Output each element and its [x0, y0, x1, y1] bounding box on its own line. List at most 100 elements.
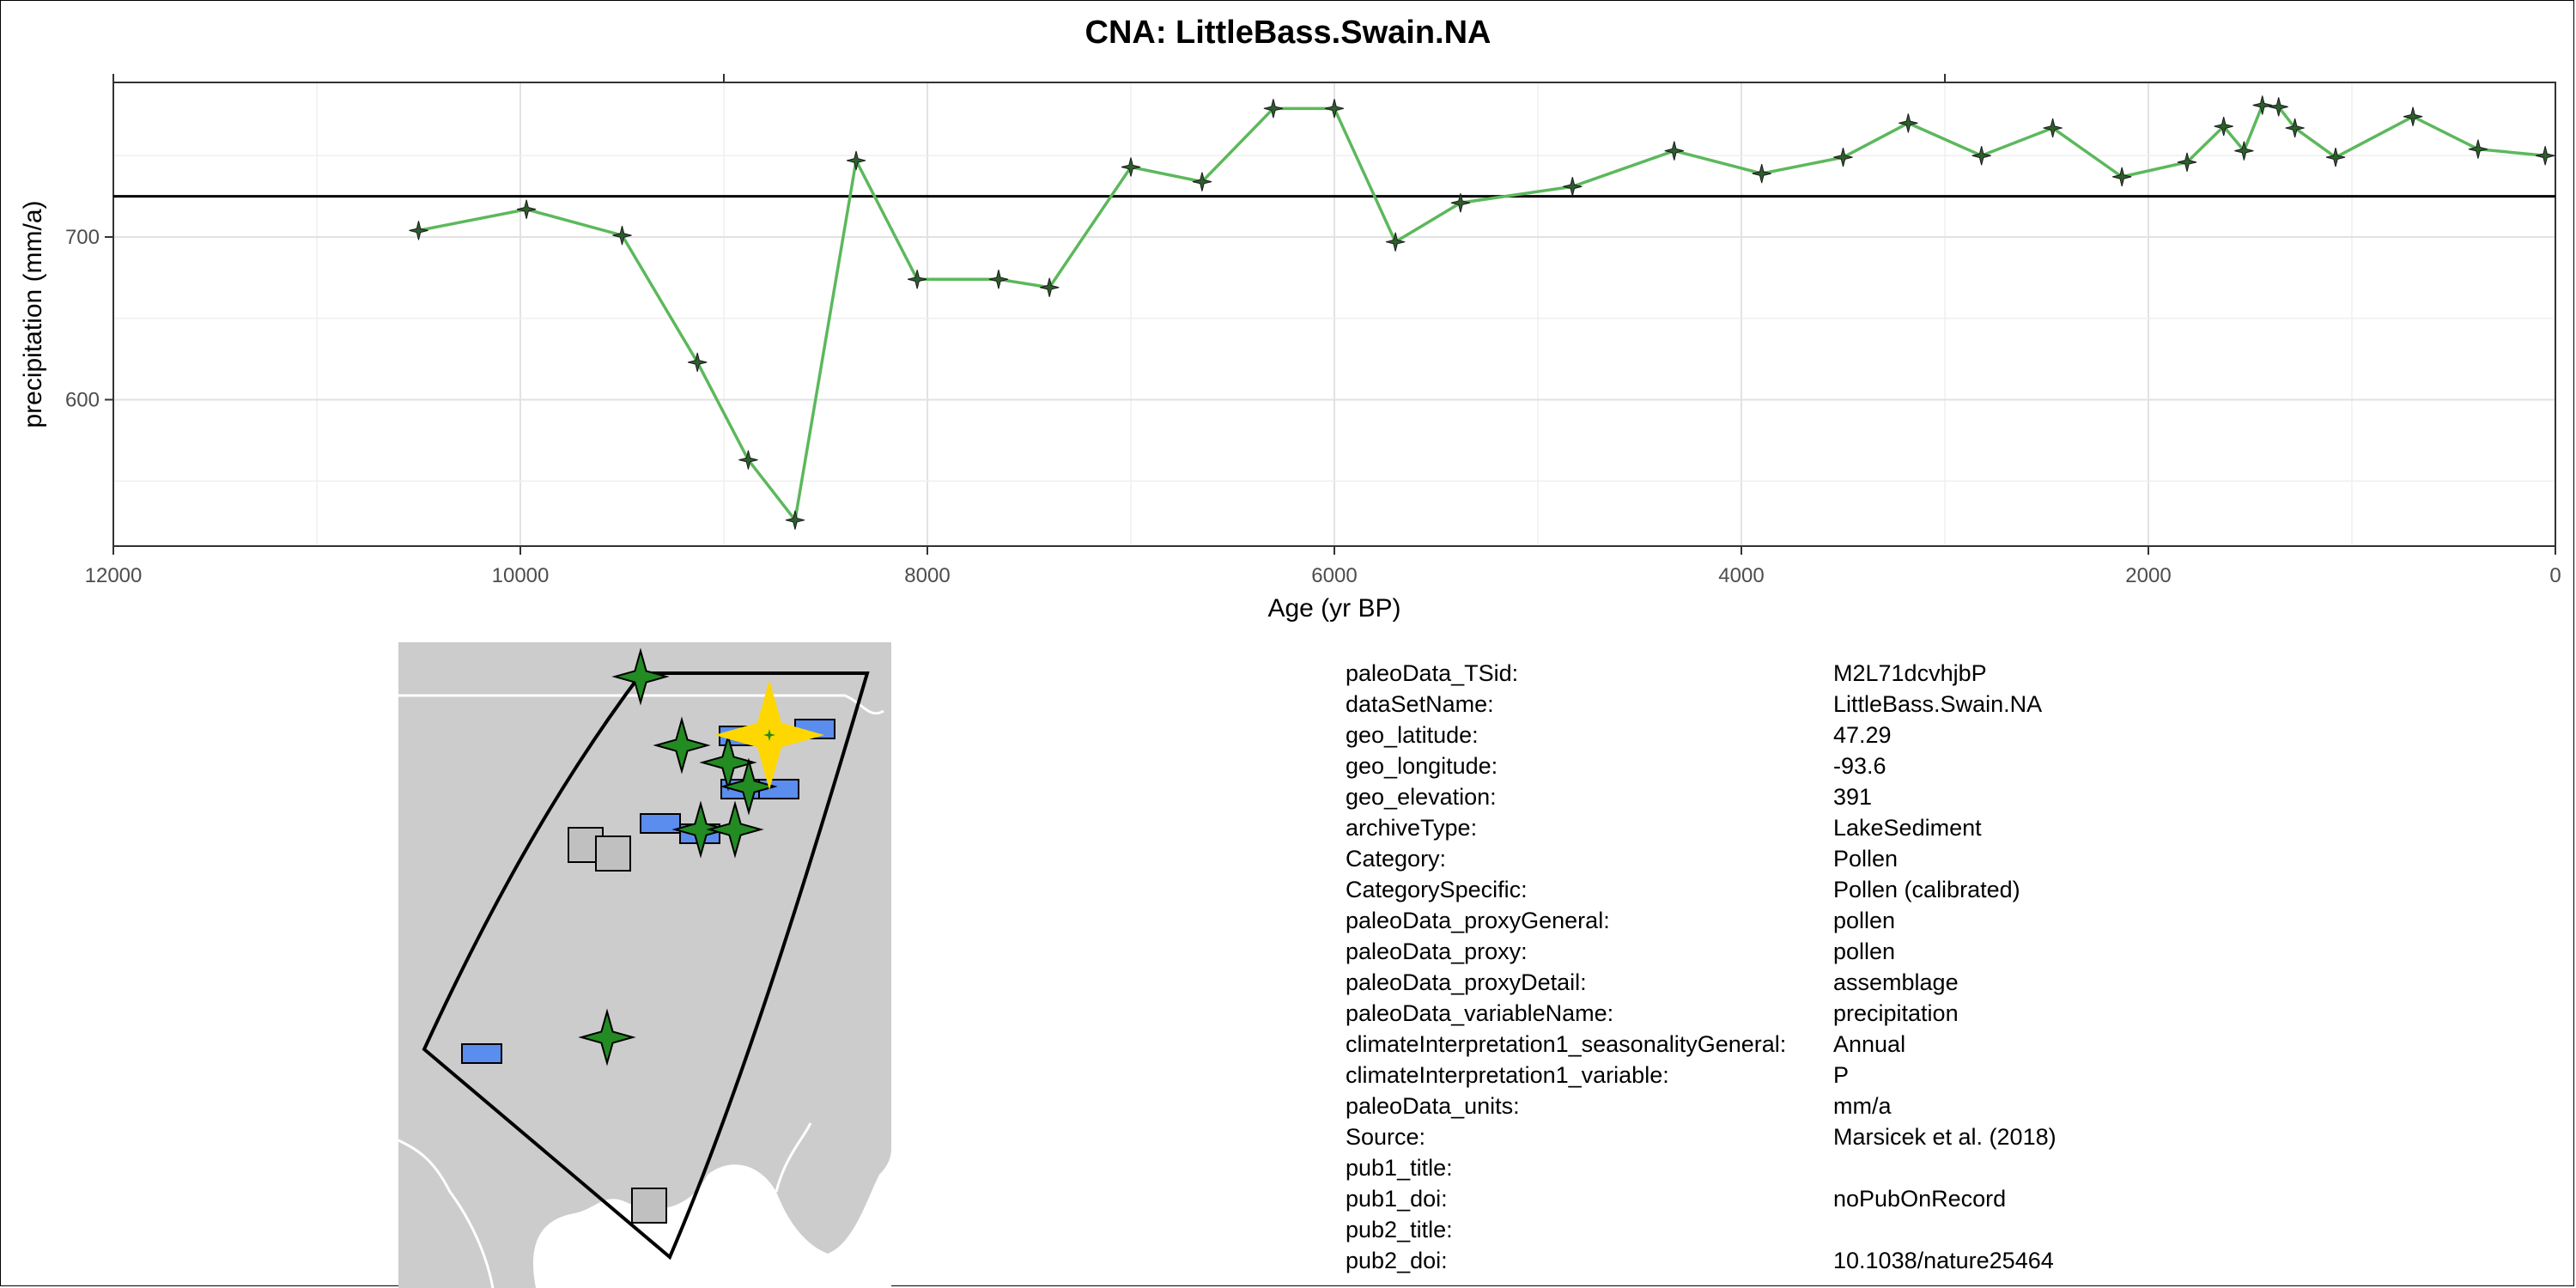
- region-outline: [422, 671, 870, 1261]
- gray-square-site: [595, 835, 631, 872]
- data-point-marker: [2252, 95, 2272, 115]
- x-tick-label: 0: [2549, 564, 2561, 587]
- x-tick-label: 2000: [2125, 564, 2171, 587]
- metadata-value: LittleBass.Swain.NA: [1833, 691, 2043, 717]
- metadata-value: LakeSediment: [1833, 815, 1982, 841]
- data-point-marker: [2177, 152, 2197, 172]
- metadata-value: Annual: [1833, 1031, 1906, 1057]
- metadata-row: paleoData_units: mm/a: [1346, 1091, 2548, 1121]
- data-point-marker: [738, 450, 758, 470]
- metadata-key: CategorySpecific:: [1346, 877, 1528, 902]
- metadata-row: Source: Marsicek et al. (2018): [1346, 1121, 2548, 1152]
- site-map: [398, 642, 891, 1288]
- x-axis-label: Age (yr BP): [1267, 594, 1400, 623]
- metadata-value: -93.6: [1833, 753, 1886, 779]
- metadata-key: pub1_doi:: [1346, 1186, 1448, 1212]
- metadata-key: climateInterpretation1_variable:: [1346, 1062, 1669, 1088]
- x-tick-label: 4000: [1718, 564, 1764, 587]
- metadata-value: M2L71dcvhjbP: [1833, 660, 1987, 686]
- metadata-key: geo_elevation:: [1346, 784, 1497, 810]
- y-tick-label: 700: [65, 226, 100, 249]
- metadata-row: Category: Pollen: [1346, 843, 2548, 874]
- metadata-key: paleoData_proxy:: [1346, 939, 1528, 964]
- metadata-row: geo_latitude: 47.29: [1346, 720, 2548, 750]
- y-axis-label: precipitation (mm/a): [19, 200, 47, 428]
- data-point-marker: [2285, 118, 2305, 138]
- metadata-value: pollen: [1833, 908, 1896, 933]
- green-star-site: [611, 647, 670, 706]
- metadata-row: climateInterpretation1_seasonalityGenera…: [1346, 1029, 2548, 1060]
- metadata-value: Pollen (calibrated): [1833, 877, 2020, 902]
- time-series-chart: 12000 10000 8000 6000 4000 2000 0 600 700 CNA: …: [19, 15, 2561, 623]
- map-land: [398, 642, 891, 1288]
- data-point-marker: [1121, 157, 1141, 177]
- gray-square-site: [631, 1188, 667, 1224]
- data-point-marker: [1752, 163, 1771, 184]
- data-point-marker: [2325, 148, 2346, 167]
- data-point-marker: [1833, 148, 1853, 167]
- y-axis-ticks: 600 700: [65, 226, 113, 411]
- metadata-row: pub2_title:: [1346, 1214, 2548, 1245]
- metadata-value: mm/a: [1833, 1093, 1892, 1119]
- data-point-marker: [2214, 117, 2233, 137]
- metadata-key: paleoData_TSid:: [1346, 660, 1519, 686]
- data-point-marker: [409, 221, 428, 240]
- metadata-key: geo_longitude:: [1346, 753, 1498, 779]
- metadata-row: pub1_doi: noPubOnRecord: [1346, 1183, 2548, 1214]
- metadata-row: geo_longitude: -93.6: [1346, 750, 2548, 781]
- metadata-key: paleoData_proxyGeneral:: [1346, 908, 1610, 933]
- metadata-key: Source:: [1346, 1124, 1426, 1150]
- metadata-value: 391: [1833, 784, 1873, 810]
- metadata-value: pollen: [1833, 939, 1896, 964]
- metadata-row: pub2_doi: 10.1038/nature25464: [1346, 1245, 2548, 1276]
- blue-rect-site: [461, 1043, 502, 1064]
- map-border-lines: [398, 694, 884, 1288]
- map-water-gulf: [533, 1149, 891, 1288]
- metadata-value: assemblage: [1833, 969, 1959, 995]
- grid-layer: [112, 82, 2556, 546]
- metadata-row: climateInterpretation1_variable: P: [1346, 1060, 2548, 1091]
- data-point-marker: [1324, 99, 1345, 118]
- data-point-marker: [1040, 277, 1060, 297]
- data-point-marker: [516, 199, 537, 219]
- map-star-sites: [578, 647, 824, 1066]
- data-point-marker: [988, 270, 1009, 289]
- metadata-row: archiveType: LakeSediment: [1346, 812, 2548, 843]
- metadata-key: pub2_doi:: [1346, 1248, 1448, 1273]
- metadata-value: 10.1038/nature25464: [1833, 1248, 2054, 1273]
- metadata-row: paleoData_variableName: precipitation: [1346, 998, 2548, 1029]
- series-line: [418, 103, 2546, 524]
- data-point-marker: [1664, 141, 1684, 161]
- metadata-key: paleoData_variableName:: [1346, 1000, 1614, 1026]
- x-tick-label: 10000: [492, 564, 550, 587]
- data-point-marker: [2403, 106, 2423, 126]
- metadata-key: paleoData_proxyDetail:: [1346, 969, 1587, 995]
- highlighted-site-center: [763, 729, 775, 741]
- metadata-row: paleoData_proxy: pollen: [1346, 936, 2548, 967]
- data-point-marker: [2112, 167, 2132, 187]
- metadata-key: archiveType:: [1346, 815, 1478, 841]
- data-point-marker: [785, 510, 805, 530]
- data-point-marker: [2269, 97, 2288, 117]
- metadata-value: precipitation: [1833, 1000, 1959, 1026]
- metadata-row: paleoData_proxyGeneral: pollen: [1346, 905, 2548, 936]
- metadata-value: Pollen: [1833, 846, 1899, 872]
- metadata-key: geo_latitude:: [1346, 722, 1479, 748]
- green-star-site: [578, 1008, 636, 1066]
- y-tick-label: 600: [65, 388, 100, 411]
- metadata-row: dataSetName: LittleBass.Swain.NA: [1346, 689, 2548, 720]
- metadata-row: CategorySpecific: Pollen (calibrated): [1346, 874, 2548, 905]
- data-point-marker: [688, 352, 708, 373]
- metadata-key: Category:: [1346, 846, 1447, 872]
- metadata-key: pub1_title:: [1346, 1155, 1453, 1181]
- data-point-marker: [1899, 113, 1918, 133]
- metadata-key: pub2_title:: [1346, 1217, 1453, 1242]
- metadata-key: paleoData_units:: [1346, 1093, 1520, 1119]
- metadata-panel: paleoData_TSid: M2L71dcvhjbP dataSetName: L…: [1346, 658, 2548, 1276]
- data-point-marker: [2234, 141, 2254, 161]
- data-point-marker: [1385, 232, 1406, 252]
- data-point-marker: [1450, 193, 1471, 213]
- data-point-marker: [2468, 139, 2488, 159]
- data-point-marker: [1971, 146, 1991, 166]
